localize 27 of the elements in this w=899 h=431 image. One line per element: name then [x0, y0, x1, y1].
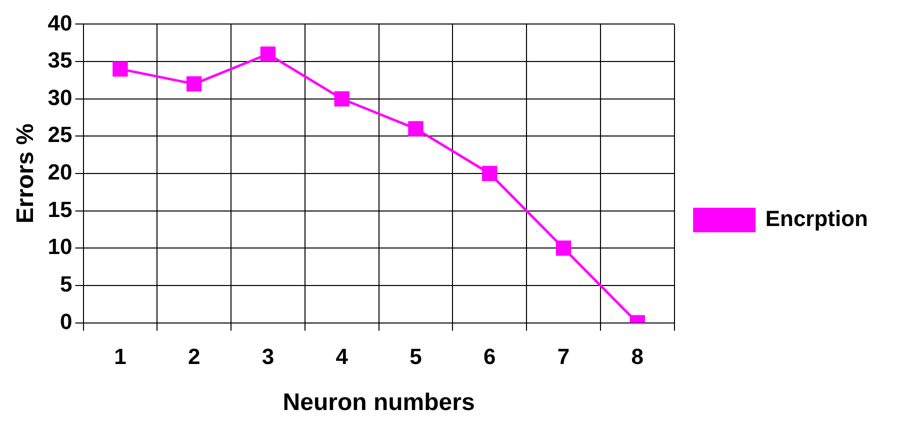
y-tick-label: 5	[60, 272, 72, 297]
y-tick-label: 15	[48, 196, 72, 222]
x-tick-label: 7	[557, 344, 570, 370]
point	[482, 166, 498, 182]
point	[408, 121, 424, 136]
y-tick-label: 35	[48, 48, 72, 73]
y-axis-title: Errors %	[12, 123, 40, 224]
x-tick-label: 3	[262, 344, 274, 370]
x-tick-label: 4	[336, 344, 349, 370]
legend-label: Encrption	[765, 206, 868, 232]
y-tick-label: 30	[48, 84, 72, 110]
y-tick-label: 10	[48, 234, 72, 260]
y-tick-label: 40	[48, 10, 72, 36]
y-tick-label: 25	[48, 122, 72, 148]
point	[556, 240, 572, 256]
x-tick-label: 6	[484, 344, 496, 370]
point	[186, 76, 202, 92]
x-axis-title: Neuron numbers	[282, 389, 475, 416]
point	[112, 61, 128, 77]
x-tick-label: 2	[188, 344, 200, 370]
point	[260, 46, 276, 62]
y-tick-label: 0	[60, 308, 72, 334]
y-tick-label: 20	[48, 160, 72, 185]
point	[334, 91, 350, 106]
x-tick-label: 1	[114, 344, 126, 370]
x-tick-label: 8	[631, 344, 644, 370]
x-tick-label: 5	[410, 344, 422, 370]
